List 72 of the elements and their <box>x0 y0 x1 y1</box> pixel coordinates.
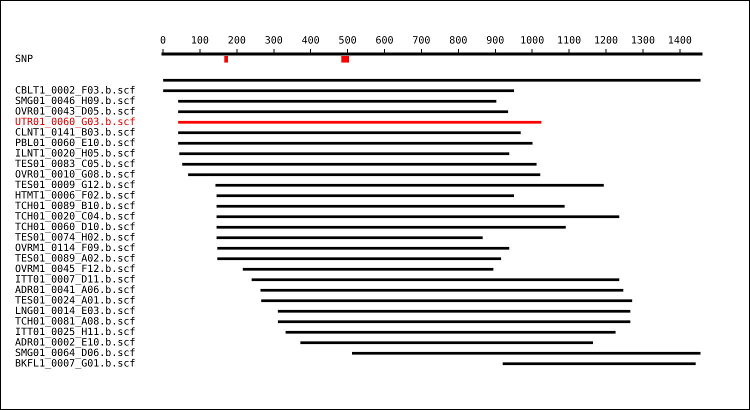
y-tick-label: TES01_0074_H02.b.scf <box>15 232 136 244</box>
x-tick-label: 400 <box>302 36 320 47</box>
bar <box>242 268 494 271</box>
bar <box>215 184 604 187</box>
bar <box>216 215 620 218</box>
y-tick-label: TCH01_0089_B10.b.scf <box>15 200 136 212</box>
y-tick-label: SMG01_0046_H09.b.scf <box>15 96 136 107</box>
bar <box>216 226 566 229</box>
x-tick-label: 1300 <box>630 36 655 47</box>
bar <box>178 110 508 114</box>
bar <box>217 257 502 260</box>
bar <box>352 352 700 355</box>
x-tick-label: 0 <box>160 36 166 47</box>
bar <box>260 288 624 292</box>
bar <box>502 362 696 366</box>
x-tick-label: 1000 <box>520 36 544 47</box>
x-tick-label: 100 <box>190 36 209 47</box>
x-tick-label: 900 <box>486 36 504 47</box>
bar <box>182 162 537 166</box>
bar <box>217 246 510 250</box>
x-tick-label: 200 <box>228 36 246 47</box>
x-tick-label: 300 <box>264 36 283 47</box>
y-tick-label: ITT01_0007_D11.b.scf <box>15 274 136 286</box>
y-tick-label: OVR01_0010_G08.b.scf <box>15 169 136 180</box>
y-tick-label: SMG01_0064_D06.b.scf <box>15 348 136 359</box>
y-tick-label: UTR01_0060_G03.b.scf <box>15 116 136 128</box>
bar <box>179 152 510 156</box>
y-tick-label: TCH01_0060_D10.b.scf <box>15 222 136 233</box>
y-tick-label: ADR01_0002_E10.b.scf <box>15 337 136 348</box>
y-tick-label: OVRM1_0114_F09.b.scf <box>15 242 136 254</box>
bar <box>278 320 630 324</box>
bar <box>261 299 632 302</box>
y-tick-label: OVR01_0043_D05.b.scf <box>15 106 136 118</box>
y-tick-label: PBL01_0060_E10.b.scf <box>15 138 136 149</box>
bar <box>188 173 540 176</box>
y-tick-label: HTMT1_0006_F02.b.scf <box>15 190 136 202</box>
x-tick-label: 1400 <box>668 36 692 47</box>
y-tick-label: OVRM1_0045_F12.b.scf <box>15 264 136 275</box>
y-tick-label: CBLT1_0002_F03.b.scf <box>15 85 136 96</box>
y-tick-label: SNP <box>15 54 34 65</box>
y-tick-label: TCH01_0020_C04.b.scf <box>15 211 136 222</box>
bar <box>252 278 620 282</box>
x-tick-label: 600 <box>375 36 394 47</box>
x-tick-label: 800 <box>449 36 468 47</box>
y-tick-label: BKFL1_0007_G01.b.scf <box>15 358 136 370</box>
x-tick-label: 1100 <box>557 36 582 47</box>
x-tick-label: 700 <box>412 36 430 47</box>
bar <box>178 131 521 134</box>
bar <box>286 330 616 334</box>
y-tick-label: TES01_0024_A01.b.scf <box>15 295 136 306</box>
bar <box>178 142 533 145</box>
bar <box>300 341 594 344</box>
bar <box>224 56 228 63</box>
y-tick-label: TES01_0089_A02.b.scf <box>15 253 136 264</box>
y-tick-label: ADR01_0041_A06.b.scf <box>15 284 136 296</box>
x-tick-label: 1200 <box>594 36 618 47</box>
bar <box>178 100 496 103</box>
bar <box>163 78 700 82</box>
y-tick-label: ILNT1_0020_H05.b.scf <box>15 148 136 160</box>
y-tick-label: ITT01_0025_H11.b.scf <box>15 326 136 338</box>
y-tick-label: CLNT1_0141_B03.b.scf <box>15 127 136 138</box>
y-tick-label: TES01_0083_C05.b.scf <box>15 158 136 170</box>
bar <box>216 194 514 198</box>
bar <box>163 89 514 92</box>
y-tick-label: LNG01_0014_E03.b.scf <box>15 306 136 317</box>
x-tick-label: 500 <box>338 36 357 47</box>
y-tick-label: TCH01_0081_A08.b.scf <box>15 316 136 328</box>
bar <box>216 204 565 208</box>
bar <box>278 310 630 313</box>
bar <box>216 236 483 240</box>
bar <box>341 56 350 63</box>
y-tick-label: TES01_0009_G12.b.scf <box>15 180 136 191</box>
